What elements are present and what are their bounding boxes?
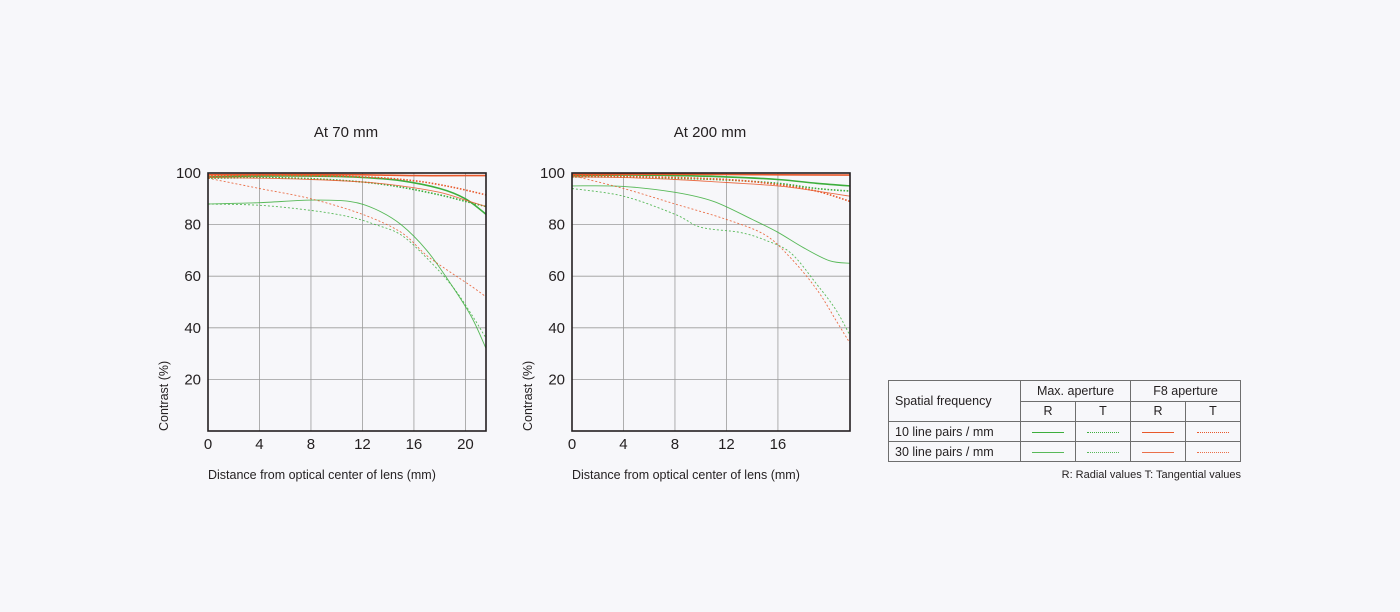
curve-f8-30lp-r <box>571 176 851 197</box>
chart-at-200mm: At 200 mm 20 40 60 80 100 0 4 8 12 16 Contrast (… <box>521 124 851 482</box>
curve-max-30lp-t <box>207 203 487 339</box>
legend-sample-max-r-30 <box>1032 451 1064 453</box>
x-tick-label: 0 <box>568 436 576 453</box>
legend-header-t: T <box>1185 400 1241 422</box>
curve-f8-10lp-r <box>207 173 486 177</box>
y-tick-label: 40 <box>548 320 565 337</box>
y-tick-label: 20 <box>184 371 201 388</box>
legend-note: R: Radial values T: Tangential values <box>1061 469 1241 481</box>
chart-title: At 200 mm <box>674 124 747 141</box>
curve-max-30lp-r <box>207 199 487 349</box>
x-tick-label: 12 <box>354 436 371 453</box>
curve-f8-30lp-r <box>207 177 487 207</box>
legend-sample-max-r-10 <box>1032 431 1064 433</box>
x-tick-label: 8 <box>671 436 679 453</box>
y-tick-label: 80 <box>184 217 201 234</box>
x-tick-labels: 0 4 8 12 16 20 <box>204 436 474 453</box>
legend-header-f8-aperture: F8 aperture <box>1130 380 1241 402</box>
legend-header-r: R <box>1020 400 1076 422</box>
curve-f8-10lp-t <box>207 174 487 196</box>
grid <box>572 173 850 431</box>
legend-row-30lp: 30 line pairs / mm <box>888 441 1021 462</box>
curve-f8-30lp-t <box>571 175 851 344</box>
curve-max-30lp-r <box>571 185 851 264</box>
plot-frame <box>207 172 487 432</box>
y-tick-label: 60 <box>184 268 201 285</box>
legend-sample-f8-r-30 <box>1142 451 1174 453</box>
x-axis-label: Distance from optical center of lens (mm… <box>208 468 436 482</box>
curve-max-10lp-t <box>207 176 487 208</box>
y-tick-label: 100 <box>540 165 565 182</box>
x-tick-label: 8 <box>307 436 315 453</box>
x-tick-label: 4 <box>619 436 627 453</box>
legend-sample-f8-t-30 <box>1197 451 1229 453</box>
legend-sample-f8-r-10 <box>1142 431 1174 433</box>
legend-row-10lp: 10 line pairs / mm <box>888 421 1021 442</box>
x-tick-label: 16 <box>406 436 423 453</box>
x-axis-label: Distance from optical center of lens (mm… <box>572 468 800 482</box>
curves <box>207 173 487 349</box>
legend-table: Spatial frequency Max. aperture F8 apert… <box>888 380 1241 462</box>
x-tick-label: 16 <box>770 436 787 453</box>
curve-f8-10lp-r <box>571 173 851 176</box>
legend-header-max-aperture: Max. aperture <box>1020 380 1131 402</box>
x-tick-labels: 0 4 8 12 16 <box>568 436 786 453</box>
y-tick-label: 100 <box>176 165 201 182</box>
x-tick-label: 20 <box>457 436 474 453</box>
y-tick-labels: 20 40 60 80 100 <box>540 165 565 388</box>
x-tick-label: 12 <box>718 436 735 453</box>
curve-max-30lp-t <box>571 188 851 336</box>
y-tick-label: 40 <box>184 320 201 337</box>
grid <box>208 173 486 431</box>
legend-sample-max-t-10 <box>1087 431 1119 433</box>
y-tick-label: 20 <box>548 371 565 388</box>
curve-f8-30lp-t <box>207 177 487 298</box>
y-tick-label: 60 <box>548 268 565 285</box>
curves <box>571 173 851 344</box>
chart-title: At 70 mm <box>314 124 378 141</box>
legend-header-spatial-frequency: Spatial frequency <box>888 380 1021 422</box>
curve-f8-10lp-t <box>571 174 851 203</box>
legend-header-r: R <box>1130 400 1186 422</box>
y-tick-label: 80 <box>548 217 565 234</box>
y-axis-label: Contrast (%) <box>521 361 535 431</box>
y-tick-labels: 20 40 60 80 100 <box>176 165 201 388</box>
legend-sample-max-t-30 <box>1087 451 1119 453</box>
y-axis-label: Contrast (%) <box>157 361 171 431</box>
x-tick-label: 4 <box>255 436 263 453</box>
legend-header-t: T <box>1075 400 1131 422</box>
x-tick-label: 0 <box>204 436 212 453</box>
chart-at-70mm: At 70 mm 20 40 60 80 100 0 4 8 12 16 20 Contrast … <box>157 124 487 482</box>
legend-sample-f8-t-10 <box>1197 431 1229 433</box>
plot-frame <box>571 172 851 432</box>
